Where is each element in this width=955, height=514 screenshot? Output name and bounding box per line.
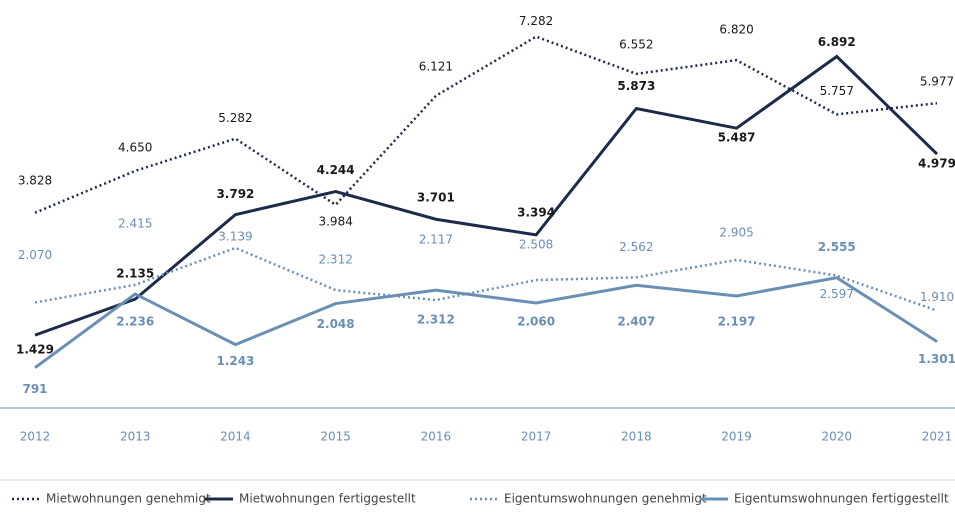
data-label: 7.282 [519,14,553,28]
data-label: 3.984 [318,214,352,228]
series-line [34,35,938,214]
data-label: 2.060 [517,314,555,328]
data-label: 1.301 [918,352,955,366]
legend-label: Eigentumswohnungen genehmigt [504,492,707,506]
data-label: 4.979 [918,157,955,171]
data-label: 5.282 [218,111,252,125]
x-tick-label: 2021 [922,430,953,444]
data-label: 2.312 [417,313,455,327]
x-tick-label: 2019 [721,430,752,444]
data-label: 5.873 [617,79,655,93]
data-label: 2.415 [118,216,152,230]
x-tick-label: 2013 [120,430,151,444]
data-label: 6.820 [719,23,753,37]
data-label: 6.892 [818,35,856,49]
x-tick-label: 2014 [220,430,251,444]
x-tick-label: 2018 [621,430,652,444]
series-line [34,54,939,337]
series-line [34,276,938,369]
x-tick-label: 2017 [521,430,552,444]
data-label: 791 [22,382,47,396]
data-label: 2.905 [719,225,753,239]
data-label: 1.910 [920,290,954,304]
x-tick-label: 2015 [320,430,351,444]
data-label: 2.407 [617,315,655,329]
data-label: 6.552 [619,37,653,51]
x-tick-label: 2016 [421,430,452,444]
series-line [34,246,938,312]
data-label: 6.121 [419,59,453,73]
data-label: 4.244 [317,163,355,177]
data-label: 1.429 [16,343,54,357]
data-label: 3.701 [417,191,455,205]
legend-label: Eigentumswohnungen fertiggestellt [734,492,949,506]
data-label: 3.394 [517,205,555,219]
data-label: 5.977 [920,75,954,89]
data-label: 3.792 [216,187,254,201]
x-tick-label: 2020 [822,430,853,444]
data-label: 2.117 [419,233,453,247]
data-label: 2.048 [317,317,355,331]
legend-label: Mietwohnungen fertiggestellt [239,492,416,506]
data-label: 3.828 [18,173,52,187]
legend-label: Mietwohnungen genehmigt [46,492,211,506]
data-label: 2.508 [519,238,553,252]
x-tick-label: 2012 [20,430,51,444]
data-label: 3.139 [218,229,252,243]
data-label: 2.312 [318,253,352,267]
data-label: 5.487 [718,131,756,145]
data-label: 2.562 [619,240,653,254]
data-label: 2.597 [820,287,854,301]
data-label: 2.236 [116,314,154,328]
data-label: 2.197 [718,314,756,328]
data-label: 2.135 [116,267,154,281]
data-label: 1.243 [216,354,254,368]
data-label: 2.070 [18,248,52,262]
data-label: 2.555 [818,240,856,254]
data-label: 5.757 [820,84,854,98]
data-label: 4.650 [118,140,152,154]
